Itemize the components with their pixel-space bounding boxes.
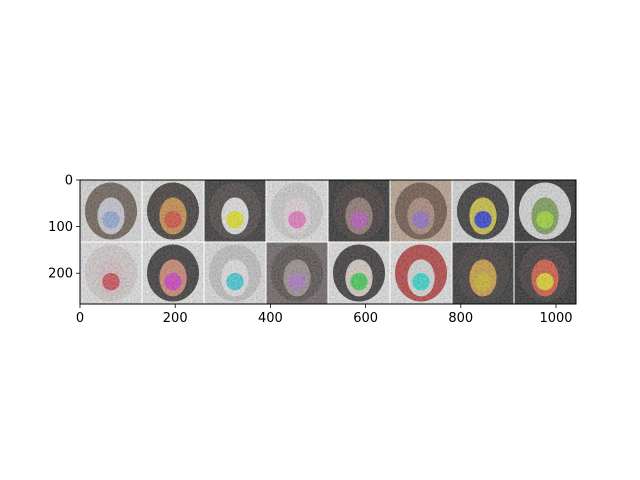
image-tile — [141, 180, 205, 243]
image-tile — [265, 241, 329, 304]
image-tile — [80, 241, 143, 304]
x-tick-label: 1000 — [539, 311, 572, 326]
image-tile — [265, 180, 329, 243]
image-tile — [327, 180, 391, 243]
y-tick-label: 200 — [48, 267, 73, 282]
y-axis: 0 100 200 — [48, 174, 80, 282]
image-tile — [513, 241, 576, 304]
image-tile — [389, 241, 453, 304]
y-tick-label: 0 — [65, 174, 73, 189]
image-tile — [451, 241, 515, 304]
x-axis: 0 200 400 600 800 1000 — [76, 304, 573, 326]
x-tick-label: 800 — [448, 311, 473, 326]
image-tile — [327, 241, 391, 304]
tile-grid — [80, 180, 576, 304]
image-tile — [513, 180, 576, 243]
image-tile — [203, 180, 267, 243]
x-tick-label: 0 — [76, 311, 84, 326]
image-tile — [389, 180, 453, 243]
image-tile — [141, 241, 205, 304]
plot-frame — [79, 179, 577, 305]
x-tick-label: 600 — [353, 311, 378, 326]
x-tick-label: 200 — [163, 311, 188, 326]
image-tile — [203, 241, 267, 304]
x-tick-label: 400 — [258, 311, 283, 326]
y-tick-label: 100 — [48, 220, 73, 235]
image-tile — [451, 180, 515, 243]
image-tile — [80, 180, 143, 243]
